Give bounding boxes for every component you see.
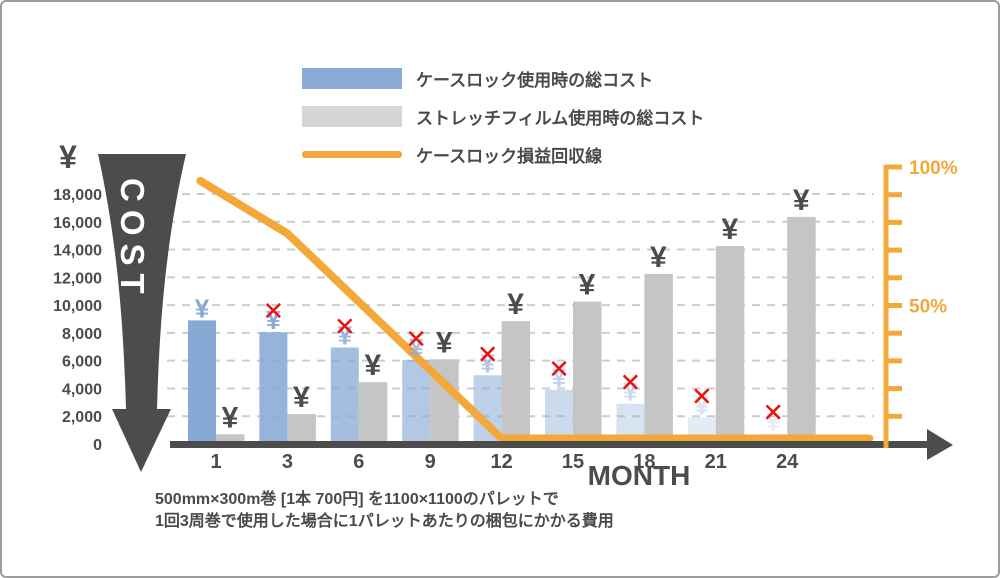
film-yen-mark: ¥ <box>721 213 738 246</box>
caselock-bar-month-1 <box>188 320 216 444</box>
red-cross-icon: ✕ <box>477 339 499 369</box>
film-yen-mark: ¥ <box>579 269 596 302</box>
x-axis-tick-label: 3 <box>282 451 293 473</box>
caselock-yen-mark: ¥ <box>409 333 424 363</box>
x-axis-tick-label: 24 <box>776 451 799 473</box>
caselock-bar-swatch-icon <box>302 67 402 89</box>
x-axis-title: MONTH <box>588 460 691 491</box>
breakeven-line-swatch-icon <box>302 150 402 158</box>
caselock-yen-mark: ¥ <box>623 377 638 407</box>
percent-axis-label: 50% <box>909 297 947 318</box>
legend-label-caselock-cost: ケースロック使用時の総コスト <box>416 70 654 90</box>
film-bar-month-3 <box>287 414 316 444</box>
caselock-yen-mark: ¥ <box>695 391 710 421</box>
caselock-yen-mark: ¥ <box>552 363 567 393</box>
x-axis-tick-label: 18 <box>633 451 655 473</box>
y-axis-unit-label: ¥ <box>59 139 77 175</box>
film-bar-month-21 <box>715 246 745 444</box>
y-axis-tick-label: 12,000 <box>53 270 102 287</box>
film-bar-month-24 <box>787 216 816 444</box>
x-axis-tick-label: 9 <box>425 451 436 473</box>
cost-arrow-label: COST <box>114 178 151 302</box>
film-yen-mark: ¥ <box>364 349 381 382</box>
caselock-yen-mark: ¥ <box>338 320 353 350</box>
caselock-bar-month-6 <box>330 347 359 444</box>
red-cross-icon: ✕ <box>334 311 356 341</box>
y-axis-tick-label: 14,000 <box>53 243 102 260</box>
film-yen-mark: ¥ <box>222 401 239 434</box>
y-axis-tick-label: 0 <box>93 437 102 454</box>
film-bar-month-12 <box>501 321 531 444</box>
legend: ケースロック使用時の総コスト ストレッチフィルム使用時の総コスト ケースロック損… <box>302 59 704 173</box>
caselock-yen-mark: ¥ <box>195 293 210 323</box>
caselock-yen-mark: ¥ <box>766 407 781 437</box>
y-axis-tick-label: 10,000 <box>53 298 102 315</box>
film-yen-mark: ¥ <box>793 184 810 217</box>
breakeven-line <box>196 176 874 443</box>
y-axis-tick-label: 8,000 <box>62 326 102 343</box>
red-cross-icon: ✕ <box>263 296 285 326</box>
red-cross-icon: ✕ <box>620 368 642 398</box>
y-axis-tick-label: 2,000 <box>62 409 102 426</box>
film-bar-swatch-icon <box>302 105 402 127</box>
caselock-yen-mark: ¥ <box>480 348 495 378</box>
caselock-bar-month-9 <box>402 359 431 444</box>
caselock-yen-mark: ¥ <box>266 305 281 335</box>
red-cross-icon: ✕ <box>548 354 570 384</box>
film-yen-mark: ¥ <box>293 381 310 414</box>
legend-item-breakeven-line: ケースロック損益回収線 <box>302 135 704 173</box>
caselock-bar-month-3 <box>259 332 288 444</box>
percent-axis-label: 100% <box>909 158 958 179</box>
x-axis-tick-label: 12 <box>490 451 512 473</box>
film-bar-month-18 <box>644 273 673 444</box>
red-cross-icon: ✕ <box>691 382 713 412</box>
x-axis-tick-label: 6 <box>353 451 364 473</box>
legend-label-film-cost: ストレッチフィルム使用時の総コスト <box>416 108 705 128</box>
film-yen-mark: ¥ <box>507 288 524 321</box>
x-axis-line <box>170 441 927 448</box>
y-axis-tick-label: 18,000 <box>53 187 102 204</box>
caption: 500mm×300m巻 [1本 700円] を1100×1100のパレットで 1… <box>155 489 614 532</box>
legend-item-film-cost: ストレッチフィルム使用時の総コスト <box>302 97 704 135</box>
red-cross-icon: ✕ <box>405 324 427 354</box>
y-axis-tick-label: 6,000 <box>62 354 102 371</box>
red-cross-icon: ✕ <box>762 398 784 428</box>
y-axis-tick-label: 4,000 <box>62 381 102 398</box>
film-bar-month-15 <box>573 301 602 444</box>
caption-line-1: 500mm×300m巻 [1本 700円] を1100×1100のパレットで <box>155 491 559 508</box>
legend-item-caselock-cost: ケースロック使用時の総コスト <box>302 59 704 97</box>
x-axis-arrow-icon <box>927 429 953 460</box>
film-yen-mark: ¥ <box>650 241 667 274</box>
x-axis-tick-label: 1 <box>210 451 221 473</box>
caption-line-2: 1回3周巻で使用した場合に1パレットあたりの梱包にかかる費用 <box>155 512 614 530</box>
y-axis-tick-label: 16,000 <box>53 215 102 232</box>
legend-label-breakeven-line: ケースロック損益回収線 <box>416 146 603 166</box>
x-axis-tick-label: 15 <box>562 451 584 473</box>
film-bar-month-6 <box>358 382 388 444</box>
cost-arrow-icon <box>98 154 186 472</box>
x-axis-tick-label: 21 <box>705 451 727 473</box>
film-yen-mark: ¥ <box>436 326 453 359</box>
film-bar-month-1 <box>216 434 245 444</box>
